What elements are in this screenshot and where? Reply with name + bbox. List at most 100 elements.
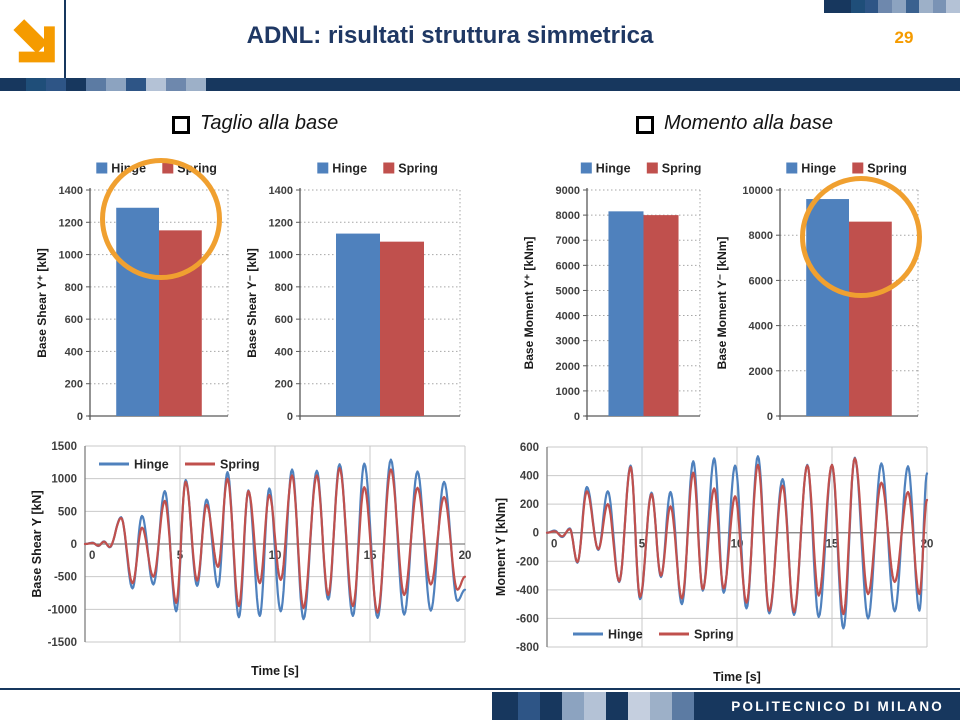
svg-text:-400: -400 [516,585,539,597]
decor-square [919,0,933,13]
svg-text:Spring: Spring [177,162,217,176]
svg-text:4000: 4000 [556,311,580,323]
svg-text:200: 200 [65,379,83,391]
decor-square [946,0,960,13]
svg-text:-1000: -1000 [48,604,77,616]
base-moment-yminus-chart-svg: 0 2000 4000 6000 8000 10000 Hinge Spring Base Mo… [715,162,919,423]
svg-text:0: 0 [89,550,95,562]
base-shear-yminus-chart-svg: 0 200 400 600 800 1000 1200 1400 Hinge Spring Base… [245,162,461,423]
svg-text:Time [s]: Time [s] [251,664,299,678]
svg-text:Hinge: Hinge [596,162,631,176]
svg-text:0: 0 [767,411,773,423]
decor-square [496,692,518,720]
arrow-down-right-icon [13,19,55,63]
svg-text:3000: 3000 [556,336,580,348]
svg-text:0: 0 [533,528,539,540]
decor-square [932,0,947,13]
decor-square [650,692,672,720]
svg-text:6000: 6000 [556,260,580,272]
svg-text:-600: -600 [516,613,539,625]
decor-square [26,78,46,91]
decor-square [46,78,66,91]
svg-text:8000: 8000 [749,230,773,242]
header-bar [0,78,960,91]
svg-text:200: 200 [275,379,293,391]
checkbox-bullet-icon [172,115,190,134]
svg-text:Hinge: Hinge [134,458,169,472]
decor-square [146,78,166,91]
svg-text:Base Shear Y⁻ [kN]: Base Shear Y⁻ [kN] [245,248,259,358]
svg-text:Spring: Spring [867,162,907,176]
footer-divider-line [0,688,960,690]
svg-text:5: 5 [639,539,646,551]
svg-text:4000: 4000 [749,321,773,333]
svg-text:Spring: Spring [220,458,260,472]
svg-text:Base Shear Y [kN]: Base Shear Y [kN] [30,490,44,597]
svg-text:Base Moment Y⁺ [kNm]: Base Moment Y⁺ [kNm] [522,237,536,370]
svg-text:7000: 7000 [556,235,580,247]
svg-text:0: 0 [574,411,580,423]
svg-text:500: 500 [58,506,77,518]
svg-text:1000: 1000 [556,386,580,398]
svg-text:Base Moment Y⁻ [kNm]: Base Moment Y⁻ [kNm] [715,237,729,370]
svg-text:1400: 1400 [59,185,83,197]
svg-text:Hinge: Hinge [801,162,836,176]
svg-text:20: 20 [459,550,472,562]
svg-text:-500: -500 [54,572,77,584]
decor-square [851,0,865,13]
svg-text:Hinge: Hinge [332,162,367,176]
svg-text:-1500: -1500 [48,637,77,649]
line-chart-moment-time: -800 -600 -400 -200 0 200 400 600 0 5 10 15 20 Hinge S… [492,436,938,688]
footer-brand: POLITECNICO DI MILANO [731,698,944,714]
bar-chart-base-moment-yplus: 0 1000 2000 3000 4000 5000 6000 7000 8000 9000 Hin… [519,150,710,432]
svg-text:600: 600 [520,442,539,454]
decor-square [606,692,628,720]
svg-text:Spring: Spring [694,628,734,642]
footer-bar: POLITECNICO DI MILANO [492,692,960,720]
svg-text:2000: 2000 [556,361,580,373]
svg-text:15: 15 [826,539,839,551]
section-heading-label: Taglio alla base [200,112,339,134]
decor-square [837,0,852,13]
decor-square [540,692,562,720]
svg-text:2000: 2000 [749,366,773,378]
svg-text:0: 0 [77,411,83,423]
page-number: 29 [894,28,914,47]
svg-text:1200: 1200 [59,217,83,229]
decor-square [66,78,86,91]
svg-text:Hinge: Hinge [608,628,643,642]
svg-text:Moment Y [kNm]: Moment Y [kNm] [494,498,508,596]
decor-square [584,692,606,720]
svg-text:Time [s]: Time [s] [713,670,761,684]
svg-text:0: 0 [71,539,77,551]
svg-text:600: 600 [275,314,293,326]
decor-square [864,0,879,13]
svg-text:200: 200 [520,499,539,511]
footer-decor-strip [496,692,694,720]
decor-square [672,692,694,720]
decor-square [824,0,838,13]
svg-text:Spring: Spring [662,162,702,176]
svg-text:400: 400 [275,346,293,358]
svg-text:1500: 1500 [51,441,77,453]
svg-text:600: 600 [65,314,83,326]
svg-text:Hinge: Hinge [111,162,146,176]
svg-text:1400: 1400 [269,185,293,197]
svg-text:10000: 10000 [742,185,773,197]
svg-text:400: 400 [520,471,539,483]
decor-square [126,78,146,91]
svg-text:0: 0 [551,539,557,551]
decor-square [86,78,106,91]
svg-text:9000: 9000 [556,185,580,197]
decor-square [628,692,650,720]
svg-text:6000: 6000 [749,275,773,287]
checkbox-bullet-icon [636,115,654,134]
decor-square [106,78,126,91]
bar-chart-base-shear-yminus: 0 200 400 600 800 1000 1200 1400 Hinge Spring Base… [242,150,468,432]
decor-square [186,78,206,91]
decor-square [891,0,906,13]
top-right-decor-strip [824,0,960,13]
